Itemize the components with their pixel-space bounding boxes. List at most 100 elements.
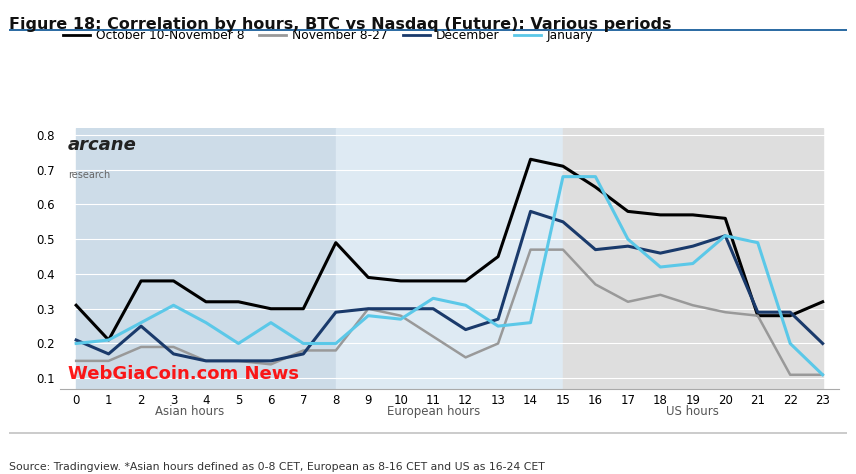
- January: [493, 323, 503, 329]
- January: [591, 174, 601, 180]
- November 8-27: [785, 372, 795, 378]
- Bar: [76, 128, 336, 389]
- October 10-November 8: [234, 299, 244, 305]
- November 8-27: [687, 302, 698, 308]
- October 10-November 8: [395, 278, 406, 284]
- December: [623, 243, 633, 249]
- December: [363, 306, 373, 311]
- November 8-27: [623, 299, 633, 305]
- December: [136, 323, 146, 329]
- January: [655, 264, 665, 270]
- December: [395, 306, 406, 311]
- December: [265, 358, 276, 364]
- Text: US hours: US hours: [666, 405, 719, 418]
- December: [298, 351, 308, 357]
- January: [395, 316, 406, 322]
- January: [623, 237, 633, 242]
- October 10-November 8: [558, 164, 568, 169]
- December: [526, 209, 536, 214]
- November 8-27: [136, 344, 146, 350]
- November 8-27: [428, 334, 438, 339]
- November 8-27: [104, 358, 114, 364]
- November 8-27: [169, 344, 179, 350]
- October 10-November 8: [720, 216, 730, 221]
- November 8-27: [752, 313, 763, 319]
- October 10-November 8: [591, 184, 601, 190]
- Bar: [563, 128, 823, 389]
- November 8-27: [234, 358, 244, 364]
- January: [785, 341, 795, 346]
- December: [752, 310, 763, 315]
- Line: October 10-November 8: October 10-November 8: [76, 159, 823, 340]
- November 8-27: [330, 347, 341, 353]
- October 10-November 8: [655, 212, 665, 218]
- Bar: [336, 128, 563, 389]
- Legend: October 10-November 8, November 8-27, December, January: October 10-November 8, November 8-27, De…: [58, 25, 598, 47]
- Text: Figure 18: Correlation by hours, BTC vs Nasdaq (Future): Various periods: Figure 18: Correlation by hours, BTC vs …: [9, 17, 671, 32]
- Line: December: December: [76, 211, 823, 361]
- December: [687, 243, 698, 249]
- November 8-27: [298, 347, 308, 353]
- November 8-27: [71, 358, 81, 364]
- December: [655, 250, 665, 256]
- December: [71, 337, 81, 343]
- Line: January: January: [76, 177, 823, 375]
- December: [493, 316, 503, 322]
- October 10-November 8: [493, 254, 503, 259]
- January: [234, 341, 244, 346]
- January: [71, 341, 81, 346]
- October 10-November 8: [201, 299, 211, 305]
- October 10-November 8: [687, 212, 698, 218]
- December: [104, 351, 114, 357]
- December: [461, 327, 471, 332]
- January: [298, 341, 308, 346]
- November 8-27: [395, 313, 406, 319]
- November 8-27: [493, 341, 503, 346]
- January: [330, 341, 341, 346]
- December: [817, 341, 828, 346]
- January: [558, 174, 568, 180]
- Text: European hours: European hours: [387, 405, 480, 418]
- November 8-27: [265, 362, 276, 367]
- November 8-27: [363, 306, 373, 311]
- January: [169, 302, 179, 308]
- October 10-November 8: [330, 240, 341, 246]
- October 10-November 8: [785, 313, 795, 319]
- January: [201, 320, 211, 326]
- October 10-November 8: [265, 306, 276, 311]
- December: [169, 351, 179, 357]
- Text: Source: Tradingview. *Asian hours defined as 0-8 CET, European as 8-16 CET and U: Source: Tradingview. *Asian hours define…: [9, 462, 544, 472]
- January: [526, 320, 536, 326]
- January: [265, 320, 276, 326]
- November 8-27: [720, 310, 730, 315]
- January: [363, 313, 373, 319]
- January: [752, 240, 763, 246]
- January: [720, 233, 730, 238]
- November 8-27: [201, 358, 211, 364]
- November 8-27: [461, 355, 471, 360]
- January: [461, 302, 471, 308]
- October 10-November 8: [623, 209, 633, 214]
- December: [234, 358, 244, 364]
- October 10-November 8: [136, 278, 146, 284]
- January: [428, 295, 438, 301]
- January: [136, 320, 146, 326]
- Line: November 8-27: November 8-27: [76, 250, 823, 375]
- Text: Asian hours: Asian hours: [155, 405, 224, 418]
- October 10-November 8: [461, 278, 471, 284]
- October 10-November 8: [169, 278, 179, 284]
- December: [428, 306, 438, 311]
- October 10-November 8: [71, 302, 81, 308]
- December: [720, 233, 730, 238]
- November 8-27: [526, 247, 536, 253]
- October 10-November 8: [526, 156, 536, 162]
- January: [104, 337, 114, 343]
- Text: research: research: [68, 170, 110, 180]
- October 10-November 8: [298, 306, 308, 311]
- December: [785, 310, 795, 315]
- December: [201, 358, 211, 364]
- October 10-November 8: [363, 274, 373, 280]
- October 10-November 8: [428, 278, 438, 284]
- October 10-November 8: [817, 299, 828, 305]
- December: [330, 310, 341, 315]
